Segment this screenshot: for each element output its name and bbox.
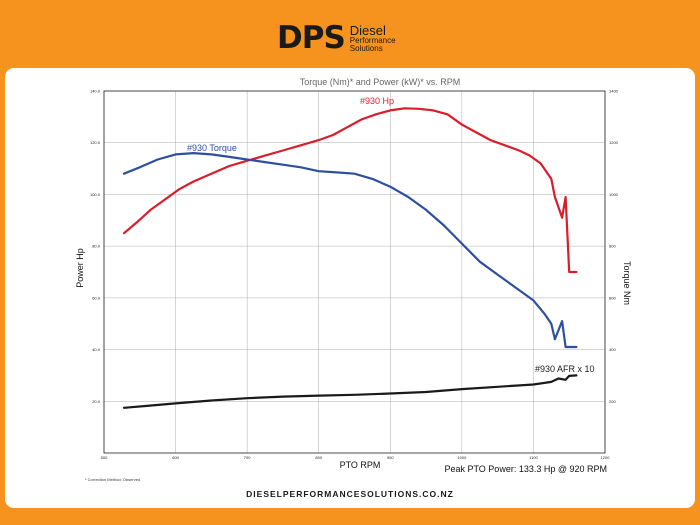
y-left-tick-labels: 20.0 40.0 60.0 80.0 100.0 120.0 140.0 xyxy=(90,89,101,404)
dps-logo: DPS Diesel Performance Solutions xyxy=(277,22,396,54)
y-right-tick-label: 800 xyxy=(609,244,616,249)
correction-note: * Correction Method: Observed xyxy=(85,477,140,482)
y-left-tick-label: 140.0 xyxy=(90,89,101,94)
y-right-tick-labels: 200 400 600 800 1000 1200 1400 xyxy=(609,89,619,404)
series-line-2 xyxy=(122,374,578,409)
y-right-tick-label: 1400 xyxy=(609,89,619,94)
series-group: #930 Hp #930 Torque #930 AFR x 10 xyxy=(122,96,595,409)
x-tick-label: 1000 xyxy=(457,455,467,460)
y-left-tick-label: 120.0 xyxy=(90,140,101,145)
series-label-1: #930 Torque xyxy=(187,143,237,153)
y-right-axis-label: Torque Nm xyxy=(622,261,632,305)
logo-line-3: Solutions xyxy=(349,43,383,53)
logo-wordmark: Diesel Performance Solutions xyxy=(350,24,396,53)
y-left-tick-label: 80.0 xyxy=(92,244,101,249)
x-tick-label: 600 xyxy=(172,455,179,460)
y-left-tick-label: 60.0 xyxy=(92,295,101,300)
y-left-tick-label: 100.0 xyxy=(90,192,101,197)
x-tick-label: 500 xyxy=(101,455,108,460)
x-tick-label: 1200 xyxy=(601,455,611,460)
y-right-tick-label: 400 xyxy=(609,347,616,352)
y-right-tick-label: 600 xyxy=(609,295,616,300)
y-left-tick-label: 20.0 xyxy=(92,399,101,404)
series-line-1 xyxy=(122,152,578,349)
chart-card xyxy=(5,68,695,508)
grid xyxy=(103,90,606,453)
series-label-0: #930 Hp xyxy=(360,96,394,106)
plot-border xyxy=(103,90,606,454)
y-left-axis-label: Power Hp xyxy=(75,248,85,288)
x-tick-label: 1100 xyxy=(529,455,538,460)
logo-line-2: Performance xyxy=(349,35,396,45)
x-tick-label: 700 xyxy=(244,455,251,460)
x-axis-label: PTO RPM xyxy=(340,460,381,470)
chart-title: Torque (Nm)* and Power (kW)* vs. RPM xyxy=(300,77,461,87)
header: DPS Diesel Performance Solutions xyxy=(0,0,700,68)
x-tick-label: 800 xyxy=(315,455,322,460)
logo-line-1: Diesel xyxy=(349,22,386,38)
x-tick-label: 900 xyxy=(387,455,394,460)
y-left-tick-label: 40.0 xyxy=(92,347,101,352)
series-label-2: #930 AFR x 10 xyxy=(535,364,595,374)
series-line-0 xyxy=(122,107,578,274)
y-right-tick-label: 1000 xyxy=(609,192,619,197)
logo-mark: DPS xyxy=(277,20,346,56)
peak-annotation: Peak PTO Power: 133.3 Hp @ 920 RPM xyxy=(444,464,607,474)
y-right-tick-label: 200 xyxy=(609,399,616,404)
footer-url[interactable]: DIESELPERFORMANCESOLUTIONS.CO.NZ xyxy=(246,489,454,499)
x-tick-labels: 500 600 700 800 900 1000 1100 1200 xyxy=(101,455,611,460)
y-right-tick-label: 1200 xyxy=(609,140,619,145)
